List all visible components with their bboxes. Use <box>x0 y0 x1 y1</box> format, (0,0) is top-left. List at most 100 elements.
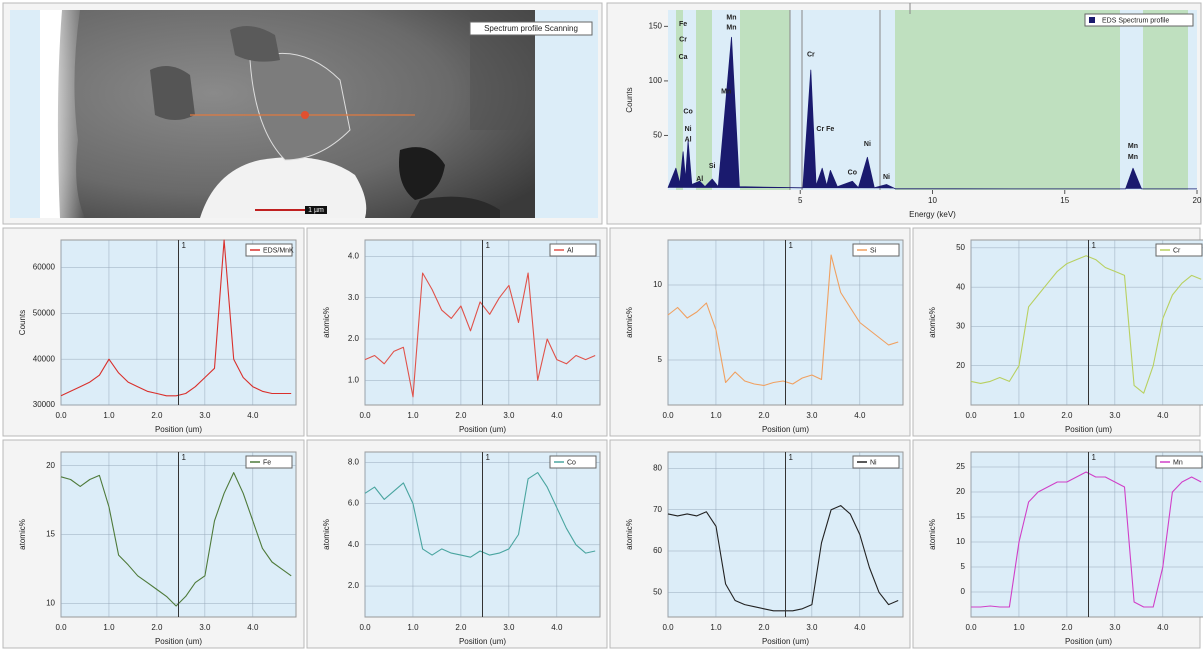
y-tick-label: 60 <box>653 546 662 555</box>
y-tick-label: 20 <box>46 461 55 470</box>
x-axis-label: Position (um) <box>459 425 506 434</box>
legend-label: Ni <box>870 459 877 466</box>
x-tick-label: 0.0 <box>55 411 67 420</box>
x-tick-label: 1.0 <box>103 623 115 632</box>
y-axis-label: atomic% <box>322 519 331 550</box>
x-axis-label: Position (um) <box>459 637 506 646</box>
x-tick-label: 0.0 <box>965 623 977 632</box>
window-lines <box>789 3 911 190</box>
x-tick-label: 2.0 <box>758 411 770 420</box>
peak-label: Ni <box>685 126 692 133</box>
legend-box <box>245 455 293 469</box>
y-axis-label: Counts <box>625 87 634 112</box>
cursor-label: 1 <box>182 241 187 250</box>
legend-box <box>1084 13 1194 27</box>
y-axis-label: Counts <box>18 310 27 335</box>
y-tick-label: 8.0 <box>348 457 360 466</box>
y-tick-label: 6.0 <box>348 499 360 508</box>
y-tick-label: 4.0 <box>348 540 360 549</box>
legend-label: Co <box>567 459 576 466</box>
image-label-box <box>469 21 593 36</box>
x-tick-label: 0.0 <box>965 411 977 420</box>
cursor-label: 1 <box>486 453 491 462</box>
y-tick-label: 10 <box>653 280 662 289</box>
x-tick-label: 2.0 <box>455 623 467 632</box>
profile-line <box>364 472 596 558</box>
legend-label: EDS Spectrum profile <box>1102 17 1169 24</box>
x-tick-label: 0.0 <box>662 623 674 632</box>
y-tick-label: 70 <box>653 505 662 514</box>
y-tick-label: 50 <box>653 587 662 596</box>
profile-line <box>970 255 1202 394</box>
x-tick-label: 1.0 <box>710 411 722 420</box>
x-axis-label: Position (um) <box>155 425 202 434</box>
y-tick-label: 60000 <box>33 263 56 272</box>
y-tick-label: 40000 <box>33 354 56 363</box>
cursor-label: 1 <box>789 453 794 462</box>
y-tick-label: 10 <box>46 598 55 607</box>
x-axis-label: Position (um) <box>155 637 202 646</box>
y-tick-label: 10 <box>956 537 965 546</box>
x-tick-label: 3.0 <box>503 623 515 632</box>
x-tick-label: 1.0 <box>710 623 722 632</box>
y-tick-label: 1.0 <box>348 375 360 384</box>
x-tick-label: 3.0 <box>806 411 818 420</box>
y-tick-label: 2.0 <box>348 334 360 343</box>
cursor-label: 1 <box>486 241 491 250</box>
peak-label: Cr <box>807 52 815 59</box>
peak-label: Fe <box>679 21 687 28</box>
x-tick-label: 4.0 <box>1157 411 1169 420</box>
y-tick-label: 150 <box>649 21 663 30</box>
peak-label: Co <box>683 108 692 115</box>
x-tick-label: 3.0 <box>806 623 818 632</box>
legend-box <box>549 455 597 469</box>
spectrum-area <box>667 36 1197 190</box>
legend-label: Cr <box>1173 247 1181 254</box>
peak-label: Mn <box>726 24 736 31</box>
peak-label: Al <box>685 137 692 144</box>
x-tick-label: 0.0 <box>662 411 674 420</box>
profile-line <box>60 472 292 607</box>
y-tick-label: 20 <box>956 487 965 496</box>
legend-label: Mn <box>1173 459 1183 466</box>
profile-line <box>667 505 899 612</box>
cursor-label: 1 <box>1092 241 1097 250</box>
y-tick-label: 4.0 <box>348 252 360 261</box>
x-axis-label: Position (um) <box>762 637 809 646</box>
x-axis-label: Position (um) <box>1065 425 1112 434</box>
y-tick-label: 0 <box>961 587 966 596</box>
x-tick-label: 4.0 <box>247 623 259 632</box>
peak-label: Ni <box>883 174 890 181</box>
peak-label: Co <box>848 169 857 176</box>
legend-label: EDS/MnK <box>263 247 294 254</box>
peak-label: Mn <box>1128 154 1138 161</box>
y-tick-label: 50 <box>653 131 662 140</box>
x-tick-label: 0.0 <box>55 623 67 632</box>
x-tick-label: 3.0 <box>199 411 211 420</box>
peak-label: Mn <box>1128 143 1138 150</box>
energy-windows <box>676 10 1188 190</box>
y-tick-label: 80 <box>653 464 662 473</box>
x-tick-label: 2.0 <box>151 411 163 420</box>
x-tick-label: 3.0 <box>199 623 211 632</box>
x-tick-label: 1.0 <box>1013 623 1025 632</box>
legend-label: Fe <box>263 459 271 466</box>
x-tick-label: 2.0 <box>1061 411 1073 420</box>
plot-bg <box>970 239 1203 406</box>
x-tick-label: 20 <box>1193 196 1202 205</box>
peak-label: Al <box>696 176 703 183</box>
x-tick-label: 4.0 <box>854 623 866 632</box>
x-tick-label: 3.0 <box>1109 623 1121 632</box>
x-tick-label: 0.0 <box>359 411 371 420</box>
legend-box <box>245 243 293 257</box>
legend-box <box>852 243 900 257</box>
x-tick-label: 4.0 <box>247 411 259 420</box>
peak-label: Ni <box>864 141 871 148</box>
micrograph <box>40 10 535 218</box>
profile-line <box>667 254 899 387</box>
x-tick-label: 2.0 <box>1061 623 1073 632</box>
x-axis-label: Position (um) <box>762 425 809 434</box>
x-tick-label: 4.0 <box>551 411 563 420</box>
y-tick-label: 25 <box>956 462 965 471</box>
